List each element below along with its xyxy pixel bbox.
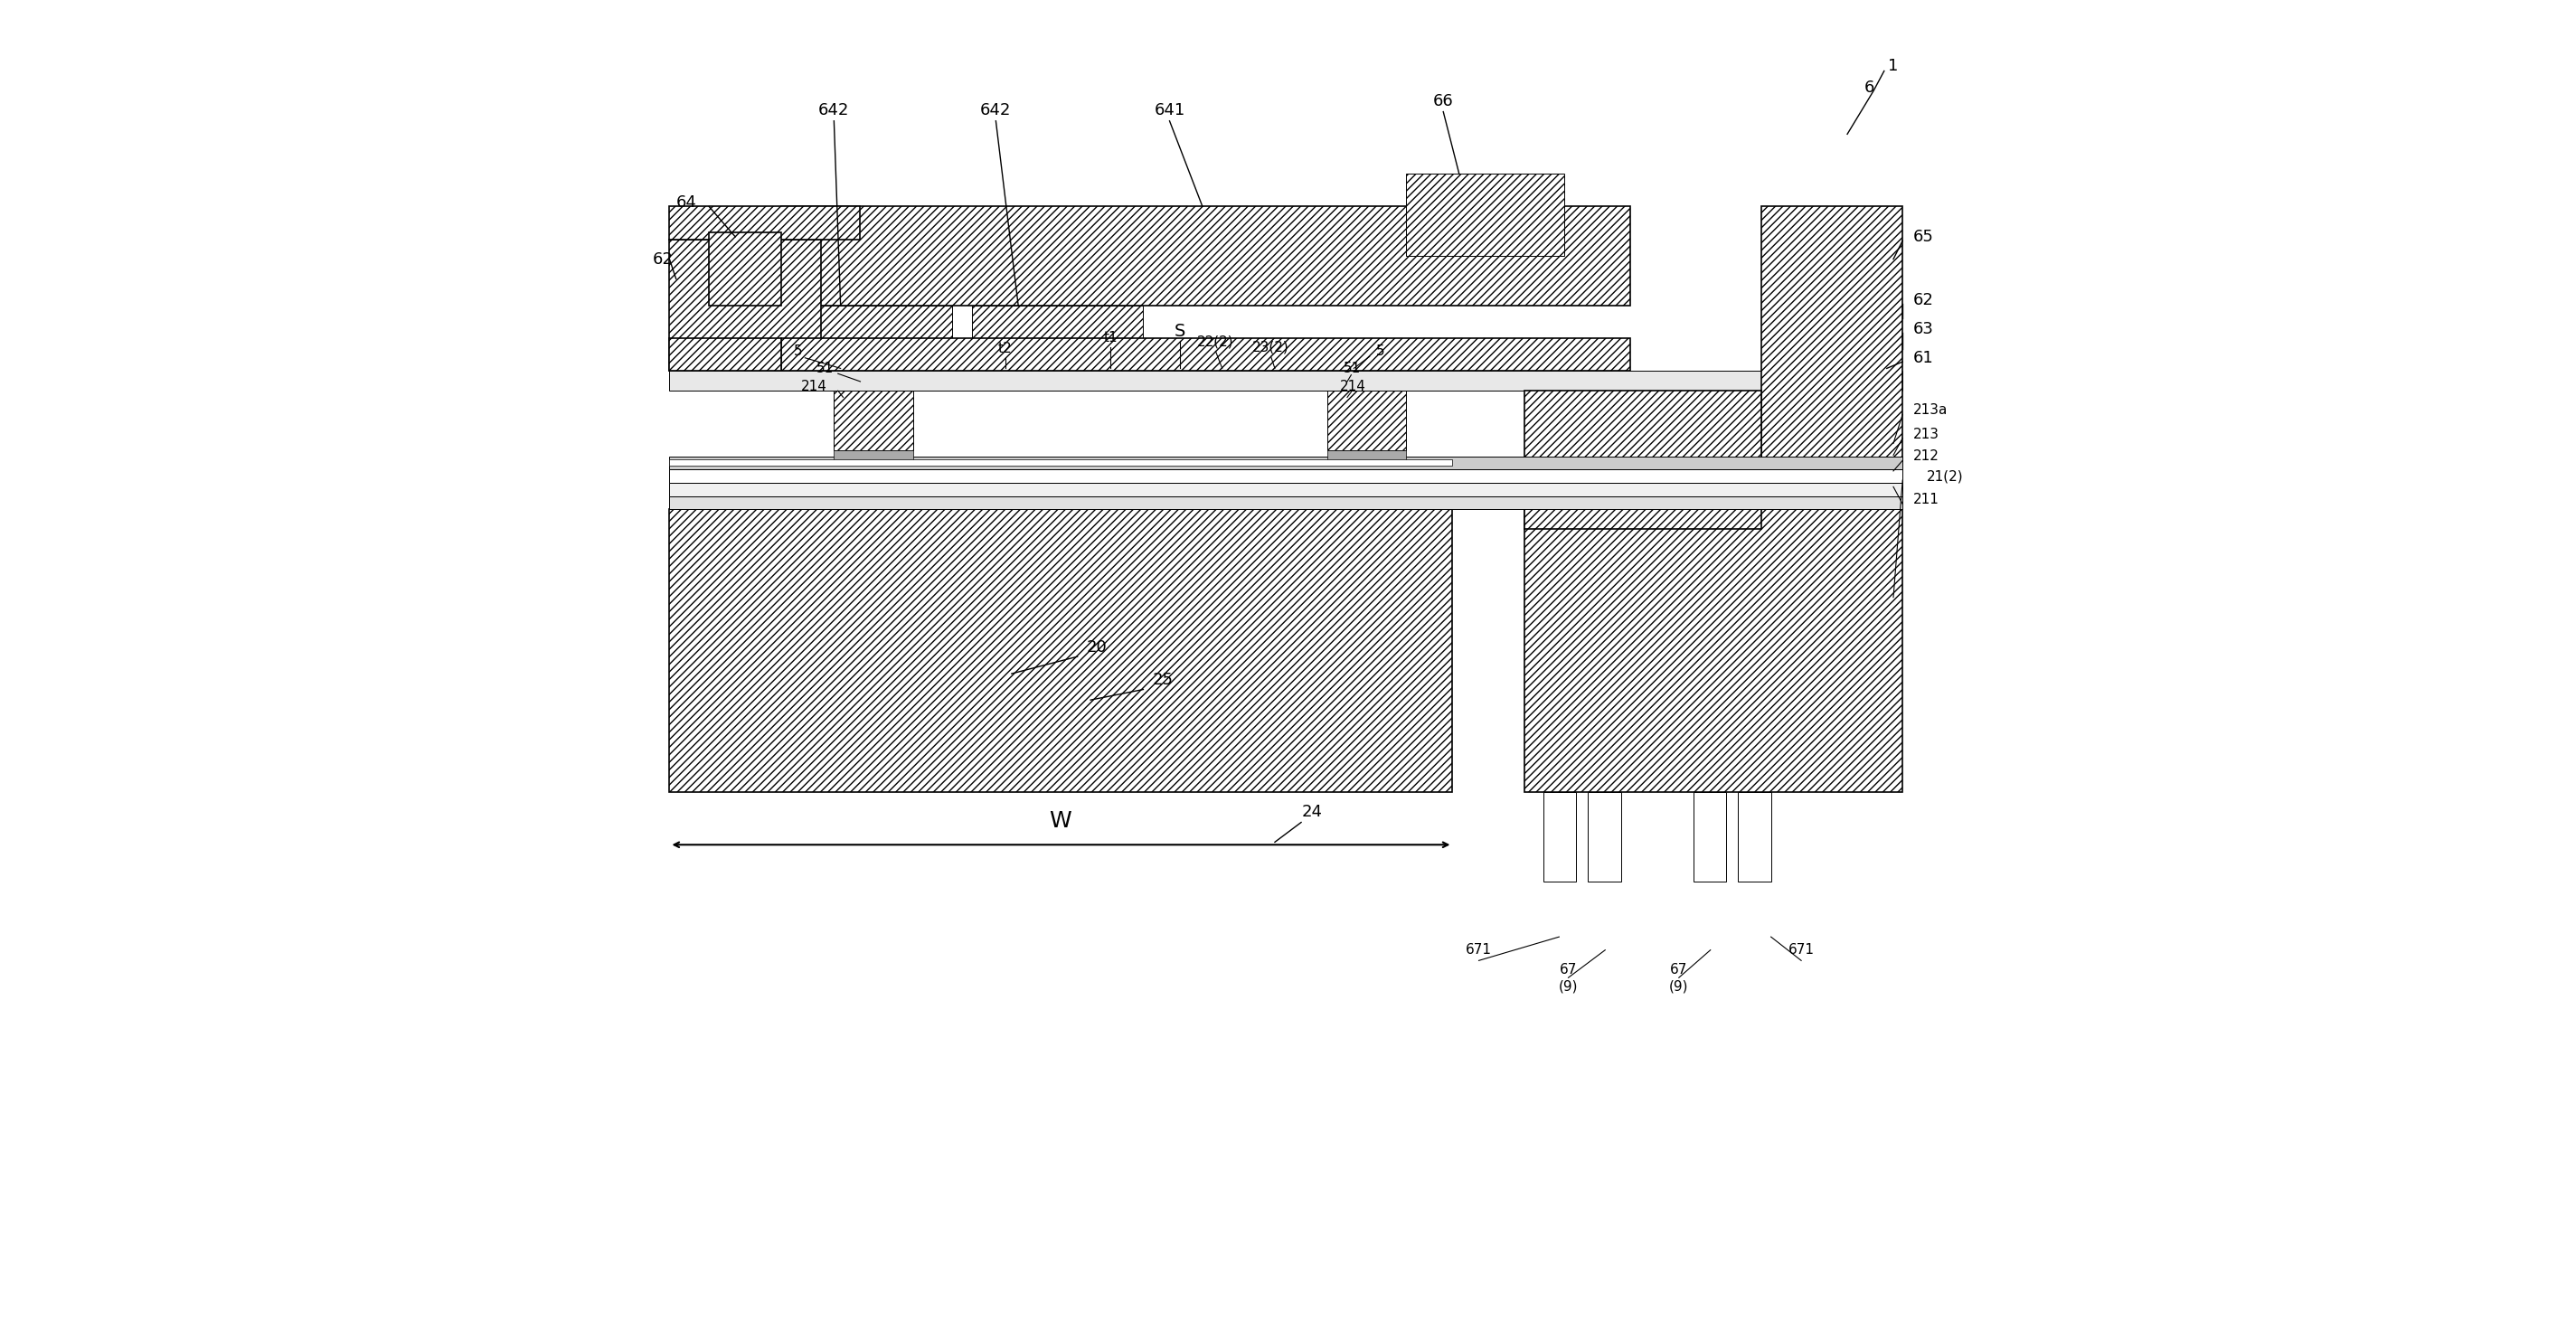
Text: 641: 641 [1154, 102, 1185, 119]
Text: 671: 671 [1466, 943, 1492, 956]
Text: 5: 5 [793, 345, 804, 358]
Text: t2: t2 [997, 342, 1012, 355]
Bar [835, 450, 912, 461]
Text: 66: 66 [1432, 92, 1453, 110]
Bar [781, 206, 1631, 305]
Bar [670, 495, 1904, 509]
Text: 51: 51 [817, 362, 835, 375]
Text: 213a: 213a [1914, 404, 1947, 417]
Bar [1762, 206, 1904, 495]
Bar [1587, 793, 1620, 881]
Text: 214: 214 [801, 380, 827, 394]
Text: 62: 62 [652, 251, 672, 267]
Text: 64: 64 [675, 194, 696, 210]
Text: 25: 25 [1151, 672, 1175, 688]
Bar [1543, 793, 1577, 881]
Bar [781, 305, 953, 338]
Text: W: W [1048, 810, 1072, 832]
Text: 62: 62 [1914, 292, 1935, 308]
Text: S: S [1175, 322, 1185, 339]
Bar [670, 460, 1453, 466]
Bar [1525, 391, 1762, 528]
Text: 21(2): 21(2) [1927, 469, 1963, 483]
Text: t1: t1 [1103, 332, 1118, 345]
Text: 642: 642 [981, 102, 1012, 119]
Bar [1406, 173, 1564, 256]
Bar [708, 232, 781, 305]
Bar [1327, 391, 1406, 450]
Text: (9): (9) [1558, 980, 1579, 993]
Bar [670, 509, 1453, 793]
Text: 214: 214 [1340, 380, 1365, 394]
Text: 6: 6 [1865, 79, 1875, 96]
Bar [670, 239, 822, 371]
Bar [1525, 509, 1904, 793]
Text: 212: 212 [1914, 449, 1940, 464]
Text: (9): (9) [1669, 980, 1687, 993]
Bar [670, 206, 860, 239]
Text: 23(2): 23(2) [1252, 341, 1291, 354]
Text: 24: 24 [1301, 803, 1321, 820]
Bar [1739, 793, 1770, 881]
Bar [670, 470, 1904, 483]
Bar [670, 457, 1904, 470]
Text: 67: 67 [1558, 963, 1577, 976]
Text: 213: 213 [1914, 428, 1940, 441]
Text: 63: 63 [1914, 321, 1935, 337]
Bar [670, 371, 1904, 391]
Text: 51: 51 [1345, 362, 1360, 375]
Bar [1327, 450, 1406, 461]
Bar [1692, 793, 1726, 881]
Text: 211: 211 [1914, 493, 1940, 507]
Text: 61: 61 [1914, 350, 1935, 366]
Text: 65: 65 [1914, 229, 1935, 244]
Bar [781, 338, 1631, 371]
Bar [670, 338, 781, 371]
Text: 67: 67 [1669, 963, 1687, 976]
Text: 671: 671 [1788, 943, 1814, 956]
Text: 1: 1 [1888, 58, 1899, 74]
Text: 22(2): 22(2) [1198, 336, 1234, 349]
Bar [670, 483, 1904, 495]
Text: 642: 642 [819, 102, 850, 119]
Text: 20: 20 [1087, 639, 1108, 655]
Bar [835, 391, 912, 450]
Bar [971, 305, 1144, 338]
Text: 5: 5 [1376, 345, 1383, 358]
